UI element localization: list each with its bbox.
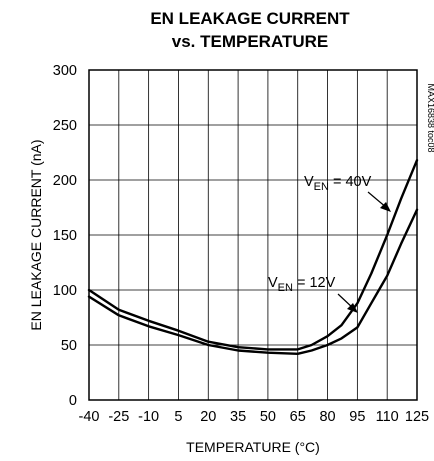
- x-tick-label: -10: [138, 409, 159, 425]
- series-annotations: VEN = 40V VEN = 12V: [268, 174, 391, 313]
- y-tick-label: 250: [53, 118, 77, 134]
- x-tick-label: -40: [79, 409, 100, 425]
- leader-arrow-12v: [347, 303, 358, 313]
- series-label-40v: VEN = 40V: [304, 174, 372, 193]
- series-line-12v: [87, 208, 419, 355]
- x-tick-label: 80: [319, 409, 335, 425]
- x-tick-label: 50: [260, 409, 276, 425]
- chart-title-line-2: vs. TEMPERATURE: [172, 32, 329, 51]
- x-tick-label: -25: [108, 409, 129, 425]
- plot-frame: [88, 69, 418, 401]
- leader-arrow-40v: [380, 202, 391, 212]
- series-line-40v: [87, 159, 419, 351]
- series-lines: [87, 159, 419, 355]
- watermark-text: MAX16838 toc08: [426, 83, 434, 152]
- x-tick-label: 20: [200, 409, 216, 425]
- tick-labels: -40 -25 -10 5 20 35 50 65 80 95 110 125 0 50 100 150 200…: [53, 63, 429, 425]
- x-tick-label: 110: [376, 409, 399, 425]
- y-tick-label: 0: [69, 393, 77, 409]
- x-tick-label: 95: [349, 409, 365, 425]
- chart-title-line-1: EN LEAKAGE CURRENT: [150, 9, 350, 28]
- y-tick-label: 300: [53, 63, 77, 79]
- y-tick-label: 100: [53, 283, 77, 299]
- series-label-12v: VEN = 12V: [268, 275, 336, 294]
- x-tick-label: 35: [230, 409, 246, 425]
- y-tick-label: 50: [61, 338, 77, 354]
- y-tick-label: 150: [53, 228, 77, 244]
- x-tick-label: 65: [290, 409, 306, 425]
- x-tick-label: 5: [174, 409, 182, 425]
- x-axis-label: TEMPERATURE (°C): [186, 439, 320, 455]
- y-tick-label: 200: [53, 173, 77, 189]
- x-tick-label: 125: [405, 409, 429, 425]
- y-axis-label: EN LEAKAGE CURRENT (nA): [28, 139, 44, 330]
